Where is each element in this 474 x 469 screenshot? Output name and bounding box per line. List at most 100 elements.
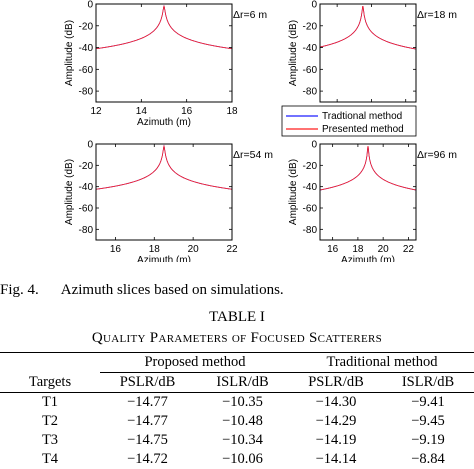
series-presented-line <box>96 5 232 50</box>
legend: Tradtional method Presented method <box>281 105 417 137</box>
chart-panel: 0 -20 -40 -60 -80 16 18 20 22 Azimuth (m) Amplitud… <box>288 140 457 263</box>
figure-caption-number: Fig. 4. <box>0 282 39 298</box>
y-tick-label: -20 <box>79 161 94 172</box>
y-tick-label: -80 <box>79 87 94 98</box>
quality-parameters-table: Proposed method Traditional method Targe… <box>0 352 474 469</box>
figure-caption: Fig. 4. Azimuth slices based on simulatio… <box>0 282 474 299</box>
cell-target: T4 <box>41 451 59 467</box>
cell-proposed-islr: −10.35 <box>222 394 263 410</box>
y-tick-label: 0 <box>87 0 93 11</box>
x-tick-label: 20 <box>188 244 200 255</box>
cell-traditional-pslr: −14.14 <box>315 451 357 467</box>
y-tick-label: -60 <box>303 65 318 76</box>
y-tick-label: -40 <box>79 182 94 193</box>
series-traditional-line <box>96 144 232 190</box>
header-traditional-pslr: PSLR/dB <box>290 372 382 393</box>
header-proposed-islr: ISLR/dB <box>195 372 290 393</box>
plot-frame <box>319 143 417 241</box>
cell-traditional-pslr: −14.30 <box>315 394 357 410</box>
chart-panel: 0 -20 -40 -60 -80 12 14 16 18 Azimuth (m) Amplitud… <box>64 0 267 128</box>
cell-target: T1 <box>41 394 59 410</box>
header-traditional-method: Traditional method <box>290 352 474 373</box>
y-axis-label: Amplitude (dB) <box>288 20 299 86</box>
y-tick-label: -80 <box>303 225 318 236</box>
delta-r-annotation: Δr=54 m <box>233 149 273 161</box>
cell-traditional-islr: −8.84 <box>411 451 445 467</box>
x-tick-label: 12 <box>90 106 102 117</box>
y-tick-label: -20 <box>303 21 318 32</box>
y-tick-label: -60 <box>303 204 318 215</box>
series-presented-line <box>320 6 416 50</box>
table-header-row: Targets PSLR/dB ISLR/dB PSLR/dB ISLR/dB <box>0 372 474 393</box>
x-tick-label: 18 <box>352 244 364 255</box>
plot-frame <box>319 3 417 103</box>
x-tick-label: 18 <box>149 244 161 255</box>
series-traditional-line <box>96 5 232 50</box>
x-tick-label: 16 <box>110 244 122 255</box>
table-subtitle: Quality Parameters of Focused Scatterers <box>91 330 383 346</box>
y-tick-label: 0 <box>311 0 317 11</box>
y-tick-label: 0 <box>311 140 317 151</box>
y-axis-label: Amplitude (dB) <box>64 20 75 86</box>
cell-traditional-pslr: −14.19 <box>315 432 357 448</box>
cell-traditional-pslr: −14.29 <box>315 413 357 429</box>
y-tick-label: -40 <box>303 43 318 54</box>
y-tick-label: -60 <box>79 204 94 215</box>
x-tick-label: 22 <box>226 244 238 255</box>
delta-r-annotation: Δr=18 m <box>417 9 457 21</box>
plot-frame <box>95 3 233 103</box>
cell-traditional-islr: −9.19 <box>411 432 445 448</box>
series-presented-line <box>96 144 232 190</box>
y-tick-label: -20 <box>79 21 94 32</box>
y-tick-label: -40 <box>79 43 94 54</box>
cell-proposed-pslr: −14.72 <box>127 451 168 467</box>
cell-traditional-islr: −9.45 <box>411 413 445 429</box>
x-tick-label: 20 <box>378 244 390 255</box>
y-axis-label: Amplitude (dB) <box>64 159 75 225</box>
cell-proposed-pslr: −14.77 <box>127 394 168 410</box>
cell-traditional-islr: −9.41 <box>411 394 445 410</box>
x-axis-label: Azimuth (m) <box>137 255 191 262</box>
plot-frame <box>95 143 233 241</box>
legend-traditional-label: Tradtional method <box>322 111 402 122</box>
x-tick-label: 14 <box>136 106 148 117</box>
cell-proposed-islr: −10.06 <box>222 451 263 467</box>
cell-proposed-islr: −10.34 <box>222 432 263 448</box>
table-row: T3 −14.75 −10.34 −14.19 −9.19 <box>0 431 474 450</box>
x-axis-label: Azimuth (m) <box>137 117 191 128</box>
delta-r-annotation: Δr=96 m <box>417 149 457 161</box>
cell-proposed-pslr: −14.77 <box>127 413 168 429</box>
header-proposed-method: Proposed method <box>100 352 290 373</box>
y-tick-label: 0 <box>87 140 93 151</box>
cell-target: T2 <box>41 413 59 429</box>
cell-proposed-islr: −10.48 <box>222 413 263 429</box>
x-tick-label: 22 <box>403 244 415 255</box>
x-tick-label: 18 <box>226 106 238 117</box>
y-axis-label: Amplitude (dB) <box>288 159 299 225</box>
y-tick-label: -80 <box>303 87 318 98</box>
table-title: TABLE I <box>209 309 265 325</box>
y-tick-label: -20 <box>303 161 318 172</box>
series-presented-line <box>320 146 416 191</box>
legend-presented-label: Presented method <box>322 124 404 135</box>
table-row: T4 −14.72 −10.06 −14.14 −8.84 <box>0 450 474 469</box>
x-axis-label: Azimuth (m) <box>341 255 395 262</box>
header-proposed-pslr: PSLR/dB <box>100 372 195 393</box>
y-tick-label: -40 <box>303 182 318 193</box>
figure-caption-text: Azimuth slices based on simulations. <box>60 282 284 298</box>
y-tick-label: -60 <box>79 65 94 76</box>
y-tick-label: -80 <box>79 225 94 236</box>
delta-r-annotation: Δr=6 m <box>233 9 267 21</box>
cell-proposed-pslr: −14.75 <box>127 432 168 448</box>
x-tick-label: 16 <box>327 244 339 255</box>
table-row: T1 −14.77 −10.35 −14.30 −9.41 <box>0 393 474 413</box>
series-traditional-line <box>320 146 416 191</box>
table-header-group-row: Proposed method Traditional method <box>0 352 474 373</box>
header-traditional-islr: ISLR/dB <box>382 372 474 393</box>
header-targets: Targets <box>0 372 100 393</box>
table-row: T2 −14.77 −10.48 −14.29 −9.45 <box>0 412 474 431</box>
x-tick-label: 16 <box>181 106 193 117</box>
chart-panel: 0 -20 -40 -60 -80 16 18 20 22 Azimuth (m) Amplitud… <box>64 140 273 263</box>
cell-target: T3 <box>41 432 59 448</box>
